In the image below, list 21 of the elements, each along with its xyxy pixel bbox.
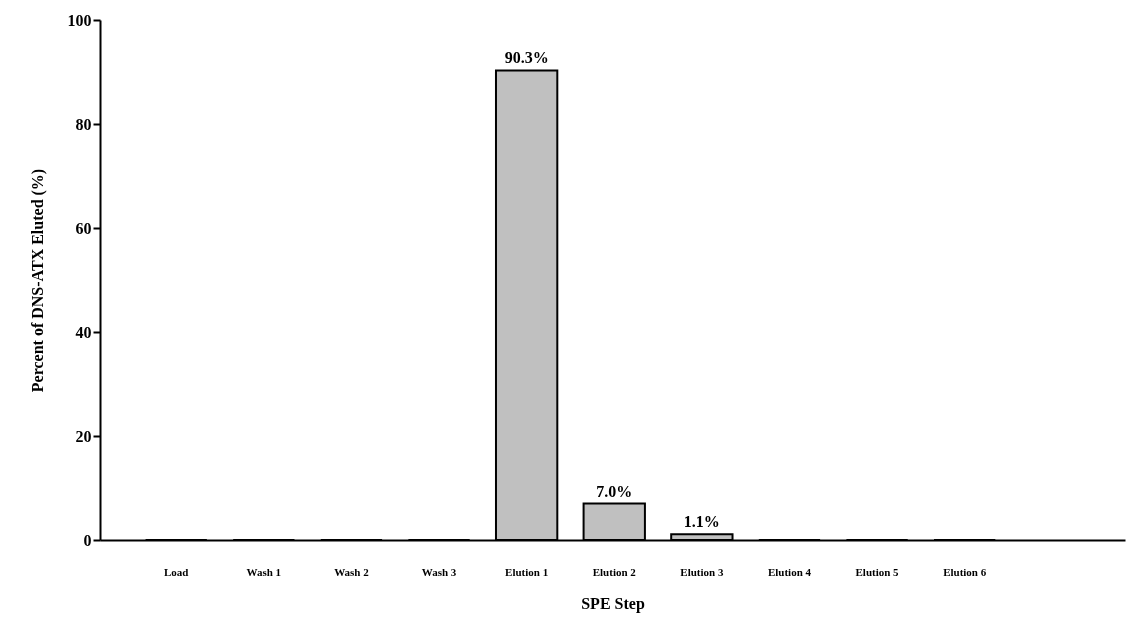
x-tick-label: Load bbox=[163, 565, 189, 578]
x-tick-label: Wash 1 bbox=[246, 565, 282, 578]
data-label: 90.3% bbox=[504, 49, 549, 67]
x-axis-title: SPE Step bbox=[581, 594, 645, 613]
data-label: 1.1% bbox=[683, 513, 720, 531]
y-tick-label: 80 bbox=[75, 115, 92, 133]
y-tick-label: 20 bbox=[75, 427, 92, 445]
x-tick-label: Elution 6 bbox=[943, 565, 987, 578]
x-tick-label: Elution 5 bbox=[855, 565, 900, 578]
x-tick-label: Elution 1 bbox=[505, 565, 549, 578]
x-tick-label: Elution 3 bbox=[680, 565, 724, 578]
y-tick-label: 0 bbox=[83, 531, 92, 549]
y-tick-label: 40 bbox=[75, 323, 92, 341]
y-tick-label: 100 bbox=[67, 11, 92, 29]
x-tick-label: Elution 2 bbox=[592, 565, 637, 578]
data-label: 7.0% bbox=[596, 482, 633, 500]
x-tick-label: Elution 4 bbox=[767, 565, 812, 578]
y-tick-label: 60 bbox=[75, 219, 92, 237]
x-tick-label: Wash 2 bbox=[334, 565, 370, 578]
y-axis-title: Percent of DNS-ATX Eluted (%) bbox=[28, 168, 47, 393]
x-tick-label: Wash 3 bbox=[421, 565, 457, 578]
